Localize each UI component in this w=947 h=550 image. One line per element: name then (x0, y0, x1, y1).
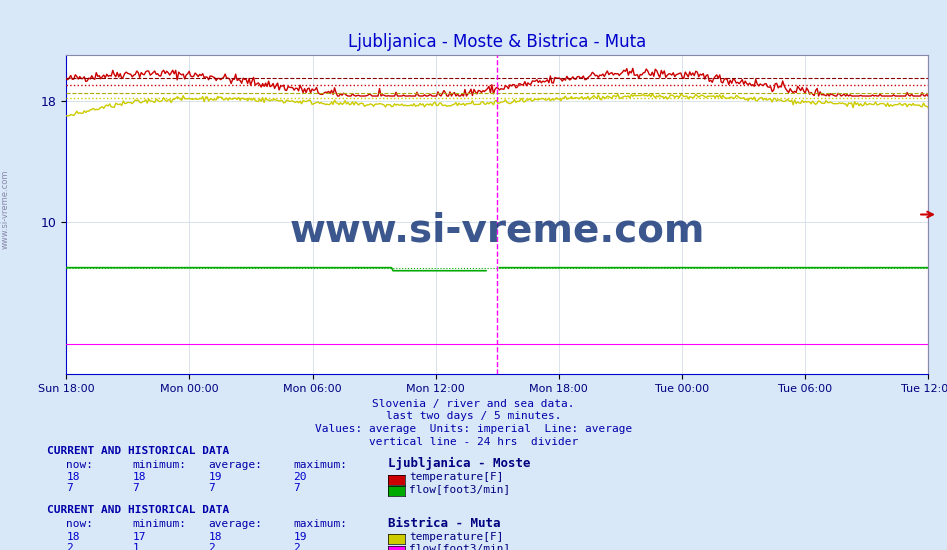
Text: 2: 2 (208, 542, 215, 550)
Text: www.si-vreme.com: www.si-vreme.com (290, 211, 705, 250)
Text: 18: 18 (208, 531, 222, 542)
Text: average:: average: (208, 459, 262, 470)
Text: Ljubljanica - Moste: Ljubljanica - Moste (388, 458, 530, 470)
Text: 18: 18 (66, 531, 80, 542)
Text: flow[foot3/min]: flow[foot3/min] (409, 483, 510, 494)
Text: 2: 2 (294, 542, 300, 550)
Text: CURRENT AND HISTORICAL DATA: CURRENT AND HISTORICAL DATA (47, 505, 229, 515)
Text: 18: 18 (66, 472, 80, 482)
Text: 19: 19 (208, 472, 222, 482)
Text: 2: 2 (66, 542, 73, 550)
Text: 1: 1 (133, 542, 139, 550)
Text: temperature[F]: temperature[F] (409, 531, 504, 542)
Text: 19: 19 (294, 531, 307, 542)
Text: Bistrica - Muta: Bistrica - Muta (388, 517, 501, 530)
Text: 7: 7 (208, 483, 215, 493)
Text: 7: 7 (294, 483, 300, 493)
Text: vertical line - 24 hrs  divider: vertical line - 24 hrs divider (369, 437, 578, 447)
Text: Slovenia / river and sea data.: Slovenia / river and sea data. (372, 399, 575, 409)
Text: www.si-vreme.com: www.si-vreme.com (0, 169, 9, 249)
Text: 7: 7 (133, 483, 139, 493)
Text: maximum:: maximum: (294, 459, 348, 470)
Title: Ljubljanica - Moste & Bistrica - Muta: Ljubljanica - Moste & Bistrica - Muta (348, 32, 646, 51)
Text: maximum:: maximum: (294, 519, 348, 529)
Text: now:: now: (66, 459, 94, 470)
Text: 18: 18 (133, 472, 146, 482)
Text: 20: 20 (294, 472, 307, 482)
Text: minimum:: minimum: (133, 459, 187, 470)
Text: average:: average: (208, 519, 262, 529)
Text: minimum:: minimum: (133, 519, 187, 529)
Text: 7: 7 (66, 483, 73, 493)
Text: now:: now: (66, 519, 94, 529)
Text: flow[foot3/min]: flow[foot3/min] (409, 543, 510, 550)
Text: last two days / 5 minutes.: last two days / 5 minutes. (385, 411, 562, 421)
Text: CURRENT AND HISTORICAL DATA: CURRENT AND HISTORICAL DATA (47, 446, 229, 456)
Text: temperature[F]: temperature[F] (409, 472, 504, 482)
Text: Values: average  Units: imperial  Line: average: Values: average Units: imperial Line: av… (314, 424, 633, 434)
Text: 17: 17 (133, 531, 146, 542)
